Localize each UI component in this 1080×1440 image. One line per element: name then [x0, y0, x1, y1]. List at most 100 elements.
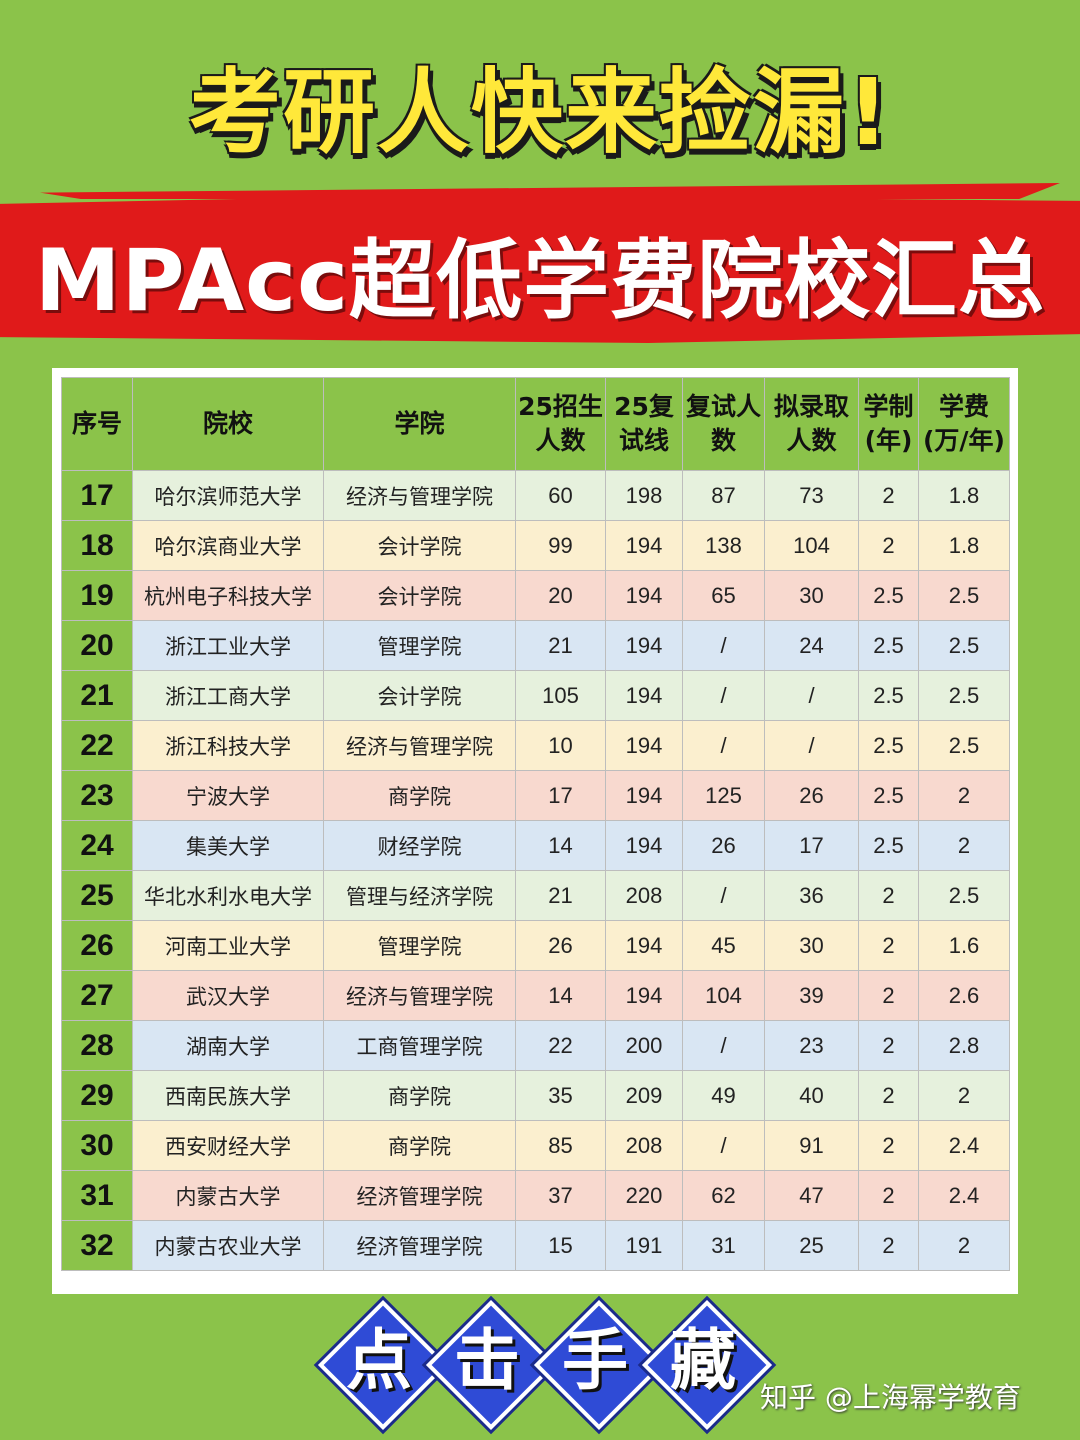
cell-college: 商学院: [323, 1070, 516, 1121]
cell-school: 哈尔滨商业大学: [132, 520, 324, 571]
watermark-credit: 知乎 @上海幂学教育: [760, 1381, 1021, 1414]
cell-college: 商学院: [323, 770, 516, 821]
cell-tuition: 2.5: [918, 670, 1010, 721]
cell-retest-line: 191: [605, 1220, 683, 1271]
cell-duration: 2: [858, 920, 919, 971]
cell-retest-line: 194: [605, 720, 683, 771]
cell-retest-line: 208: [605, 870, 683, 921]
cell-school: 华北水利水电大学: [132, 870, 324, 921]
cell-enrollment: 17: [515, 770, 606, 821]
cell-enrollment: 21: [515, 870, 606, 921]
cell-duration: 2: [858, 870, 919, 921]
table-container: 序号 院校 学院 25招生人数 25复试线 复试人数 拟录取人数 学制(年) 学…: [52, 368, 1018, 1294]
cell-no: 27: [61, 970, 133, 1021]
table-row: 32 内蒙古农业大学 经济管理学院 15 191 31 25 2 2: [61, 1220, 1010, 1271]
cell-college: 管理学院: [323, 620, 516, 671]
cell-school: 浙江工业大学: [132, 620, 324, 671]
cell-retest-line: 198: [605, 470, 683, 521]
table-row: 19 杭州电子科技大学 会计学院 20 194 65 30 2.5 2.5: [61, 570, 1010, 621]
cell-admitted: 26: [764, 770, 859, 821]
cell-college: 工商管理学院: [323, 1020, 516, 1071]
cell-duration: 2: [858, 520, 919, 571]
cell-college: 会计学院: [323, 670, 516, 721]
cell-retest-count: 138: [682, 520, 765, 571]
table-row: 18 哈尔滨商业大学 会计学院 99 194 138 104 2 1.8: [61, 520, 1010, 571]
collect-char: 击: [454, 1322, 520, 1399]
cell-duration: 2: [858, 1070, 919, 1121]
cell-enrollment: 105: [515, 670, 606, 721]
cell-no: 32: [61, 1220, 133, 1271]
cell-no: 20: [61, 620, 133, 671]
cell-retest-count: /: [682, 720, 765, 771]
cell-enrollment: 99: [515, 520, 606, 571]
cell-no: 28: [61, 1020, 133, 1071]
cell-duration: 2.5: [858, 720, 919, 771]
cell-tuition: 1.6: [918, 920, 1010, 971]
cell-enrollment: 20: [515, 570, 606, 621]
cell-college: 会计学院: [323, 570, 516, 621]
cell-retest-count: 45: [682, 920, 765, 971]
cell-tuition: 2.6: [918, 970, 1010, 1021]
collect-char: 手: [562, 1322, 628, 1399]
cell-retest-line: 194: [605, 520, 683, 571]
cell-admitted: 47: [764, 1170, 859, 1221]
cell-no: 21: [61, 670, 133, 721]
cell-school: 集美大学: [132, 820, 324, 871]
cell-school: 西南民族大学: [132, 1070, 324, 1121]
cell-college: 商学院: [323, 1120, 516, 1171]
table-row: 28 湖南大学 工商管理学院 22 200/23 2 2.8: [61, 1020, 1010, 1071]
red-banner: [0, 195, 1080, 343]
collect-badge[interactable]: 击: [425, 1299, 557, 1431]
cell-admitted: /: [764, 720, 859, 771]
cell-no: 29: [61, 1070, 133, 1121]
cell-tuition: 1.8: [918, 520, 1010, 571]
cell-tuition: 1.8: [918, 470, 1010, 521]
cell-duration: 2.5: [858, 770, 919, 821]
header-retest-line: 25复试线: [605, 377, 683, 471]
collect-badge[interactable]: 藏: [641, 1299, 773, 1431]
table-row: 31 内蒙古大学 经济管理学院 37 220 62 47 2 2.4: [61, 1170, 1010, 1221]
cell-tuition: 2.5: [918, 620, 1010, 671]
cell-retest-count: 104: [682, 970, 765, 1021]
cell-enrollment: 37: [515, 1170, 606, 1221]
cell-school: 湖南大学: [132, 1020, 324, 1071]
cell-retest-line: 194: [605, 620, 683, 671]
cell-no: 19: [61, 570, 133, 621]
cell-duration: 2: [858, 970, 919, 1021]
cell-retest-count: 87: [682, 470, 765, 521]
cell-no: 17: [61, 470, 133, 521]
cell-duration: 2.5: [858, 620, 919, 671]
cell-admitted: 36: [764, 870, 859, 921]
cell-school: 浙江工商大学: [132, 670, 324, 721]
collect-badge[interactable]: 点: [317, 1299, 449, 1431]
table-header-row: 序号 院校 学院 25招生人数 25复试线 复试人数 拟录取人数 学制(年) 学…: [61, 377, 1010, 471]
cell-tuition: 2.5: [918, 570, 1010, 621]
table-row: 24 集美大学 财经学院 14 194 26 17 2.5 2: [61, 820, 1010, 871]
cell-retest-line: 200: [605, 1020, 683, 1071]
cell-school: 浙江科技大学: [132, 720, 324, 771]
table-row: 29 西南民族大学 商学院 35 209 49 40 2 2: [61, 1070, 1010, 1121]
cell-admitted: 30: [764, 920, 859, 971]
cell-enrollment: 14: [515, 820, 606, 871]
collect-badges: 点 击 手 藏: [317, 1299, 780, 1431]
tuition-table: 序号 院校 学院 25招生人数 25复试线 复试人数 拟录取人数 学制(年) 学…: [61, 377, 1010, 1271]
cell-duration: 2: [858, 470, 919, 521]
cell-admitted: 23: [764, 1020, 859, 1071]
cell-duration: 2: [858, 1170, 919, 1221]
cell-tuition: 2: [918, 1070, 1010, 1121]
cell-college: 财经学院: [323, 820, 516, 871]
cell-enrollment: 15: [515, 1220, 606, 1271]
collect-badge[interactable]: 手: [533, 1299, 665, 1431]
cell-duration: 2.5: [858, 820, 919, 871]
cell-retest-line: 220: [605, 1170, 683, 1221]
cell-admitted: 17: [764, 820, 859, 871]
collect-char: 点: [346, 1322, 412, 1399]
cell-no: 31: [61, 1170, 133, 1221]
cell-no: 22: [61, 720, 133, 771]
cell-duration: 2: [858, 1220, 919, 1271]
cell-school: 河南工业大学: [132, 920, 324, 971]
cell-college: 管理学院: [323, 920, 516, 971]
cell-school: 宁波大学: [132, 770, 324, 821]
cell-admitted: 39: [764, 970, 859, 1021]
cell-admitted: 30: [764, 570, 859, 621]
